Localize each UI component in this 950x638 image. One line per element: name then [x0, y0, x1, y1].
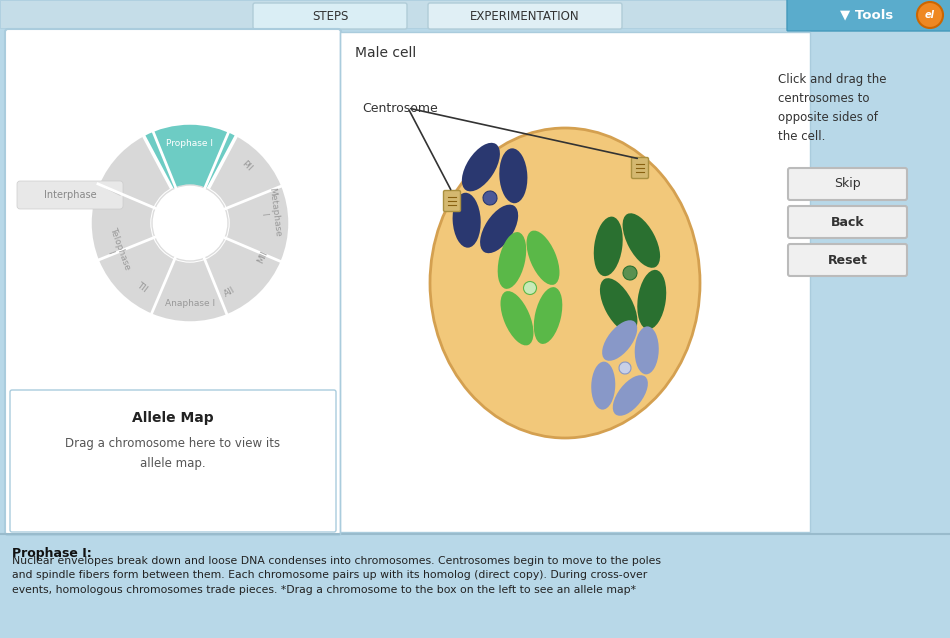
Ellipse shape [501, 291, 534, 345]
FancyBboxPatch shape [340, 32, 810, 532]
FancyBboxPatch shape [10, 390, 336, 532]
FancyBboxPatch shape [253, 3, 407, 29]
FancyBboxPatch shape [787, 0, 950, 31]
Text: AII: AII [223, 286, 238, 299]
Ellipse shape [619, 362, 631, 374]
Ellipse shape [602, 320, 637, 361]
Ellipse shape [613, 375, 648, 416]
Text: Prophase I: Prophase I [166, 138, 214, 147]
Text: Skip: Skip [834, 177, 861, 191]
Ellipse shape [600, 278, 637, 333]
Text: Metaphase
I: Metaphase I [256, 188, 282, 239]
Text: ▼ Tools: ▼ Tools [840, 8, 893, 22]
Text: Drag a chromosome here to view its
allele map.: Drag a chromosome here to view its allel… [66, 436, 280, 470]
Text: Allele Map: Allele Map [132, 411, 214, 425]
Ellipse shape [462, 143, 500, 191]
FancyBboxPatch shape [428, 3, 622, 29]
FancyBboxPatch shape [444, 191, 461, 212]
Ellipse shape [500, 148, 527, 204]
FancyBboxPatch shape [632, 158, 649, 179]
Ellipse shape [526, 230, 560, 285]
Ellipse shape [623, 266, 637, 280]
Wedge shape [90, 123, 290, 323]
Text: PII: PII [239, 160, 254, 174]
Text: Back: Back [830, 216, 864, 228]
Text: Male cell: Male cell [355, 46, 416, 60]
Text: el: el [925, 10, 935, 20]
Text: EXPERIMENTATION: EXPERIMENTATION [470, 10, 580, 22]
Text: Click and drag the
centrosomes to
opposite sides of
the cell.: Click and drag the centrosomes to opposi… [778, 73, 886, 143]
Ellipse shape [452, 193, 481, 248]
Ellipse shape [534, 287, 562, 344]
Wedge shape [143, 123, 237, 223]
Ellipse shape [498, 232, 526, 289]
Ellipse shape [523, 281, 537, 295]
Ellipse shape [594, 217, 622, 276]
FancyBboxPatch shape [788, 168, 907, 200]
FancyBboxPatch shape [17, 181, 123, 209]
Ellipse shape [637, 270, 666, 329]
Ellipse shape [483, 191, 497, 205]
Ellipse shape [635, 327, 658, 375]
Ellipse shape [430, 128, 700, 438]
FancyBboxPatch shape [788, 244, 907, 276]
FancyBboxPatch shape [788, 206, 907, 238]
Ellipse shape [591, 362, 616, 410]
Text: TII: TII [135, 280, 149, 293]
FancyBboxPatch shape [0, 535, 950, 638]
Text: Telophase
I: Telophase I [98, 226, 132, 275]
Ellipse shape [622, 213, 660, 268]
Text: Centrosome: Centrosome [362, 101, 438, 114]
Text: STEPS: STEPS [312, 10, 349, 22]
FancyBboxPatch shape [0, 0, 950, 28]
Text: Interphase: Interphase [44, 190, 96, 200]
Text: Reset: Reset [827, 253, 867, 267]
Text: Anaphase I: Anaphase I [165, 299, 215, 308]
Text: Prophase I:: Prophase I: [12, 547, 92, 560]
Text: MII: MII [256, 249, 270, 265]
Ellipse shape [480, 205, 518, 253]
Text: Nuclear envelopes break down and loose DNA condenses into chromosomes. Centrosom: Nuclear envelopes break down and loose D… [12, 556, 661, 595]
Circle shape [917, 2, 943, 28]
Circle shape [152, 185, 228, 261]
FancyBboxPatch shape [5, 29, 341, 535]
